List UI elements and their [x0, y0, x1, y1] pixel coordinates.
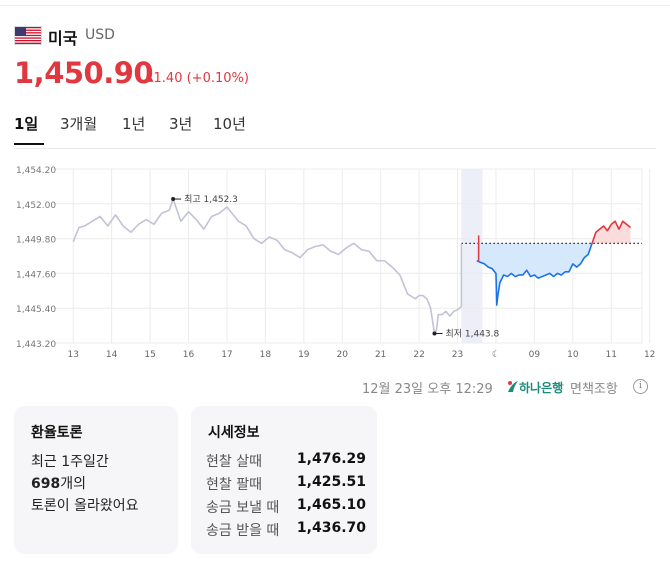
quote-row: 송금 보낼 때 1,465.10 [206, 497, 366, 517]
us-flag-icon [14, 26, 42, 45]
quote-title: 시세정보 [208, 425, 260, 441]
quote-label: 현찰 팔때 [206, 477, 262, 493]
x-tick-label: 23 [452, 350, 463, 360]
x-tick-label: 09 [529, 350, 541, 360]
x-tick-label: 10 [567, 350, 579, 360]
quote-row: 현찰 팔때 1,425.51 [206, 474, 366, 494]
y-tick-label: 1,454.20 [16, 166, 56, 176]
x-tick-label: 12 [644, 350, 655, 360]
footer-separator: · [561, 378, 565, 392]
y-tick-label: 1,447.60 [16, 270, 56, 280]
bank-name: 하나은행 [519, 381, 564, 395]
exchange-rate: 1,450.90 [14, 56, 154, 90]
debate-count-suffix: 개의 [60, 476, 86, 492]
disclaimer-link[interactable]: 면책조항 [570, 382, 618, 397]
x-tick-label: 11 [606, 350, 617, 360]
update-timestamp: 12월 23일 오후 12:29 [362, 382, 493, 397]
x-tick-label: 20 [337, 350, 349, 360]
top-divider [0, 0, 670, 6]
x-tick-label: ☾ [492, 350, 500, 360]
tab-1-year[interactable]: 1년 [122, 115, 146, 133]
quote-value: 1,465.10 [296, 497, 366, 513]
hana-bank-logo-icon [508, 381, 518, 392]
x-tick-label: 15 [144, 350, 155, 360]
active-tab-indicator [14, 143, 44, 145]
info-icon[interactable]: i [633, 379, 648, 394]
chart-top-divider [14, 148, 656, 149]
tab-1-day[interactable]: 1일 [14, 115, 39, 133]
y-tick-label: 1,452.00 [16, 201, 56, 211]
tab-3-years[interactable]: 3년 [169, 115, 193, 133]
high-label: 최고 1,452.3 [184, 194, 238, 205]
x-tick-label: 13 [67, 350, 78, 360]
tab-10-years[interactable]: 10년 [213, 115, 246, 133]
quote-value: 1,425.51 [296, 474, 366, 490]
debate-card[interactable]: 환율토론 최근 1주일간 698개의 토론이 올라왔어요 [14, 406, 178, 554]
quote-row: 송금 받을 때 1,436.70 [206, 520, 366, 540]
rate-change: ▴1.40 (+0.10%) [147, 71, 249, 86]
x-tick-label: 18 [260, 350, 272, 360]
y-tick-label: 1,445.40 [16, 305, 56, 315]
quote-row: 현찰 살때 1,476.29 [206, 451, 366, 471]
series-line-2 [591, 220, 631, 244]
x-tick-label: 14 [106, 350, 118, 360]
quote-label: 송금 받을 때 [206, 523, 280, 539]
x-tick-label: 19 [298, 350, 310, 360]
x-tick-label: 16 [183, 350, 195, 360]
quote-card: 시세정보 현찰 살때 1,476.29 현찰 팔때 1,425.51 송금 보낼… [191, 406, 377, 554]
low-label: 최저 1,443.8 [445, 329, 499, 340]
exchange-rate-chart[interactable]: 1,454.20 1,452.00 1,449.80 1,447.60 1,445.40… [0, 150, 670, 370]
quote-value: 1,436.70 [296, 520, 366, 536]
y-tick-label: 1,443.20 [16, 340, 56, 350]
quote-value: 1,476.29 [296, 451, 366, 467]
tab-3-months[interactable]: 3개월 [60, 115, 98, 133]
debate-period: 최근 1주일간 [31, 454, 109, 470]
series-line-0 [72, 198, 462, 335]
debate-count: 698 [31, 476, 61, 492]
country-name: 미국 [48, 29, 78, 48]
debate-count-line: 698개의 [31, 473, 86, 493]
x-tick-label: 22 [413, 350, 424, 360]
quote-label: 송금 보낼 때 [206, 500, 280, 516]
night-session-band [461, 169, 483, 343]
quote-label: 현찰 살때 [206, 454, 262, 470]
currency-code: USD [85, 27, 115, 43]
series-line-1 [476, 243, 593, 306]
debate-posted: 토론이 올라왔어요 [31, 498, 139, 514]
debate-title: 환율토론 [31, 425, 83, 441]
x-tick-label: 17 [221, 350, 232, 360]
x-tick-label: 21 [375, 350, 386, 360]
y-tick-label: 1,449.80 [16, 236, 56, 246]
